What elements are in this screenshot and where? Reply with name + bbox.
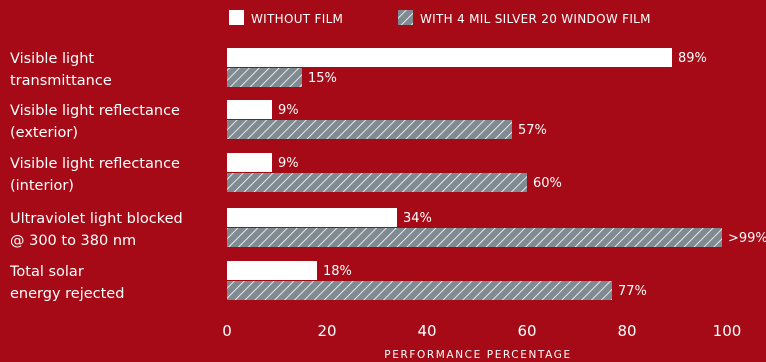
x-tick-label: 80: [617, 322, 636, 340]
bar-without-film: [227, 48, 672, 67]
legend-label-without-film: WITHOUT FILM: [251, 12, 343, 26]
data-label: 57%: [518, 123, 547, 138]
bar-with-film: [227, 228, 722, 247]
x-axis-ticks: 0 20 40 60 80 100: [222, 322, 741, 340]
category-label: energy rejected: [10, 286, 124, 302]
category-label: Visible light: [10, 51, 94, 67]
category-label: transmittance: [10, 73, 112, 89]
legend: WITHOUT FILM WITH 4 MIL SILVER 20 WINDOW…: [229, 10, 651, 26]
category-label: (interior): [10, 178, 74, 194]
data-label: 9%: [278, 156, 299, 171]
bar-without-film: [227, 100, 272, 119]
legend-swatch-with-film: [398, 10, 413, 25]
data-label: >99%: [728, 231, 766, 246]
category-labels: Visible light transmittance Visible light …: [9, 51, 183, 302]
data-label: 15%: [308, 71, 337, 86]
data-label: 77%: [618, 284, 647, 299]
bar-with-film: [227, 68, 302, 87]
bar-with-film: [227, 120, 512, 139]
legend-label-with-film: WITH 4 MIL SILVER 20 WINDOW FILM: [420, 12, 651, 26]
bars: [227, 48, 722, 300]
category-label: Visible light reflectance: [10, 156, 180, 172]
bar-with-film: [227, 281, 612, 300]
category-label: (exterior): [10, 125, 78, 141]
x-tick-label: 0: [222, 322, 232, 340]
data-label: 34%: [403, 211, 432, 226]
bar-with-film: [227, 173, 527, 192]
data-label: 9%: [278, 103, 299, 118]
data-label: 60%: [533, 176, 562, 191]
x-axis-title: PERFORMANCE PERCENTAGE: [384, 349, 571, 361]
data-label: 18%: [323, 264, 352, 279]
x-tick-label: 40: [417, 322, 436, 340]
category-label: @ 300 to 380 nm: [10, 233, 136, 249]
x-tick-label: 60: [517, 322, 536, 340]
x-tick-label: 20: [317, 322, 336, 340]
data-labels: 89% 15% 9% 57% 9% 60% 34% >99% 18% 77%: [278, 51, 766, 299]
bar-without-film: [227, 261, 317, 280]
category-label: Visible light reflectance: [10, 103, 180, 119]
data-label: 89%: [678, 51, 707, 66]
category-label: Total solar: [9, 264, 84, 280]
x-tick-label: 100: [713, 322, 742, 340]
bar-without-film: [227, 208, 397, 227]
legend-swatch-without-film: [229, 10, 244, 25]
category-label: Ultraviolet light blocked: [10, 211, 183, 227]
bar-without-film: [227, 153, 272, 172]
